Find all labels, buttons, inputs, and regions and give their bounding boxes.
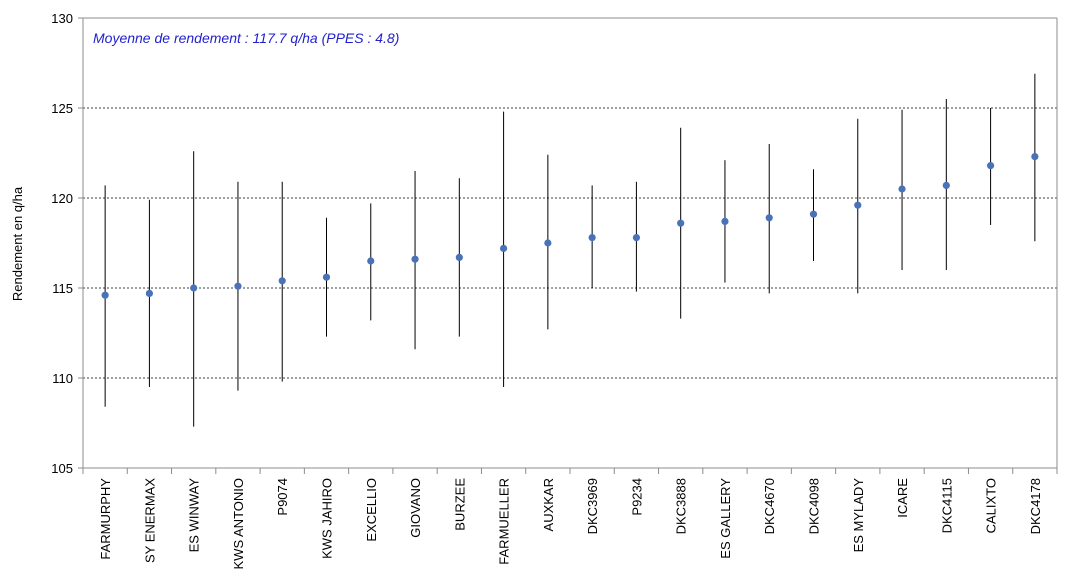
x-category-label: DKC4115 [939, 478, 954, 533]
x-category-label: BURZEE [452, 478, 467, 531]
data-point [588, 234, 596, 242]
y-tick-label: 110 [52, 371, 73, 386]
y-axis-ticks: 105 110 115 120 125 130 [51, 11, 83, 476]
data-point [234, 282, 242, 290]
x-category-label: DKC4098 [807, 478, 822, 534]
x-category-label: ES MYLADY [851, 478, 866, 553]
data-point [544, 239, 552, 247]
y-tick-label: 125 [51, 101, 73, 116]
error-bars [104, 73, 1036, 427]
y-axis-title: Rendement en q/ha [10, 186, 25, 301]
data-point [677, 219, 685, 227]
mean-annotation: Moyenne de rendement : 117.7 q/ha (PPES … [93, 30, 399, 46]
data-point [765, 214, 773, 222]
x-category-label: CALIXTO [984, 478, 999, 533]
x-category-label: ES GALLERY [718, 478, 733, 559]
data-points [101, 153, 1039, 299]
y-tick-label: 120 [51, 191, 73, 206]
x-category-label: EXCELLIO [364, 478, 379, 542]
data-point [367, 257, 375, 265]
data-point [986, 162, 995, 170]
x-category-label: P9074 [275, 478, 290, 516]
data-point [809, 210, 818, 218]
x-category-label: FARMUELLER [497, 478, 512, 565]
x-category-label: DKC3888 [674, 478, 689, 534]
y-tick-label: 105 [51, 461, 73, 476]
y-tick-label: 130 [51, 11, 73, 26]
x-category-label: DKC4670 [762, 478, 777, 534]
data-point [1031, 153, 1039, 161]
x-category-label: GIOVANO [408, 478, 423, 538]
data-point [145, 289, 154, 297]
x-category-label: DKC4178 [1028, 478, 1043, 534]
x-category-label: ES WINWAY [187, 478, 202, 553]
data-point [101, 291, 109, 299]
x-category-label: AUXKAR [541, 478, 556, 531]
data-point [942, 181, 950, 189]
x-category-label: P9234 [629, 478, 644, 516]
data-point [499, 244, 508, 252]
data-point [455, 253, 463, 261]
y-tick-label: 115 [52, 281, 73, 296]
data-point [898, 185, 906, 193]
data-point [190, 284, 198, 292]
x-axis-ticks: FARMURPHY SY ENERMAX ES WINWAY KWS ANTONIO P… [82, 468, 1058, 570]
data-point [322, 273, 331, 281]
x-category-label: SY ENERMAX [142, 478, 157, 563]
grid-lines [83, 107, 1057, 379]
x-category-label: FARMURPHY [98, 478, 113, 560]
data-point [411, 255, 419, 263]
x-category-label: ICARE [895, 478, 910, 518]
axes [82, 17, 1058, 469]
data-point [632, 234, 641, 242]
x-category-label: KWS ANTONIO [231, 478, 246, 570]
x-category-label: DKC3969 [585, 478, 600, 534]
data-point [721, 217, 729, 225]
data-point [854, 201, 862, 209]
x-category-label: KWS JAHIRO [320, 478, 335, 559]
data-point [278, 277, 286, 285]
